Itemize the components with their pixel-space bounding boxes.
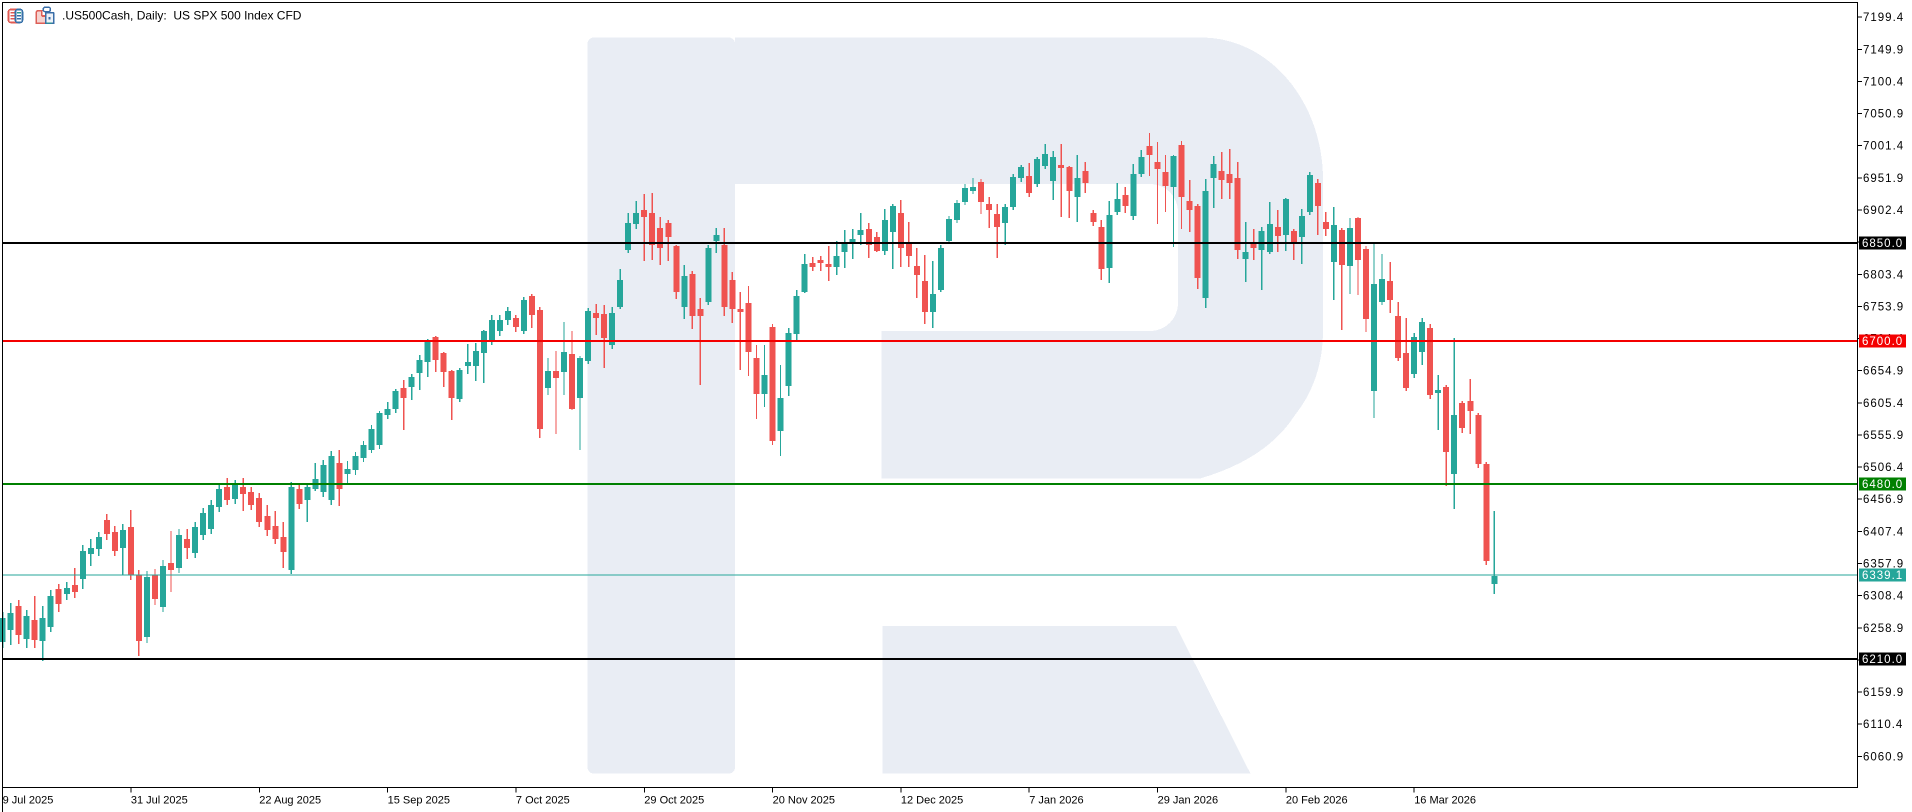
svg-text:7100.4: 7100.4: [1863, 77, 1904, 89]
svg-text:6506.4: 6506.4: [1863, 462, 1904, 474]
svg-text:6480.0: 6480.0: [1862, 479, 1903, 491]
svg-text:6850.0: 6850.0: [1862, 238, 1903, 250]
svg-text:6357.9: 6357.9: [1863, 559, 1904, 571]
svg-text:6654.9: 6654.9: [1863, 366, 1904, 378]
svg-text:6210.0: 6210.0: [1862, 654, 1903, 666]
svg-text:7 Jan 2026: 7 Jan 2026: [1029, 795, 1083, 807]
svg-text:31 Jul 2025: 31 Jul 2025: [131, 795, 188, 807]
svg-text:29 Oct 2025: 29 Oct 2025: [644, 795, 704, 807]
svg-text:22 Aug 2025: 22 Aug 2025: [259, 795, 321, 807]
svg-text:6339.1: 6339.1: [1862, 570, 1903, 582]
svg-text:9 Jul 2025: 9 Jul 2025: [3, 795, 54, 807]
svg-text:6902.4: 6902.4: [1863, 205, 1904, 217]
svg-text:7050.9: 7050.9: [1863, 109, 1904, 121]
svg-text:20 Nov 2025: 20 Nov 2025: [773, 795, 835, 807]
svg-text:7149.9: 7149.9: [1863, 44, 1904, 56]
svg-text:12 Dec 2025: 12 Dec 2025: [901, 795, 963, 807]
svg-text:29 Jan 2026: 29 Jan 2026: [1158, 795, 1219, 807]
svg-text:6060.9: 6060.9: [1863, 751, 1904, 763]
svg-text:6407.4: 6407.4: [1863, 526, 1904, 538]
svg-text:6110.4: 6110.4: [1863, 719, 1903, 731]
svg-text:6159.9: 6159.9: [1863, 687, 1904, 699]
svg-text:16 Mar 2026: 16 Mar 2026: [1414, 795, 1476, 807]
svg-text:7199.4: 7199.4: [1863, 12, 1904, 24]
svg-text:.US500Cash, Daily: US SPX 500: .US500Cash, Daily: US SPX 500 Index CFD: [62, 9, 302, 23]
svg-text:15 Sep 2025: 15 Sep 2025: [388, 795, 450, 807]
svg-text:6753.9: 6753.9: [1863, 301, 1904, 313]
svg-text:20 Feb 2026: 20 Feb 2026: [1286, 795, 1348, 807]
svg-text:6258.9: 6258.9: [1863, 623, 1904, 635]
svg-text:6803.4: 6803.4: [1863, 269, 1904, 281]
svg-text:6605.4: 6605.4: [1863, 398, 1904, 410]
svg-text:7 Oct 2025: 7 Oct 2025: [516, 795, 570, 807]
svg-text:6951.9: 6951.9: [1863, 173, 1904, 185]
svg-text:6456.9: 6456.9: [1863, 494, 1904, 506]
svg-text:7001.4: 7001.4: [1863, 141, 1904, 153]
svg-text:6700.0: 6700.0: [1862, 336, 1903, 348]
svg-text:6308.4: 6308.4: [1863, 591, 1904, 603]
svg-text:6555.9: 6555.9: [1863, 430, 1904, 442]
